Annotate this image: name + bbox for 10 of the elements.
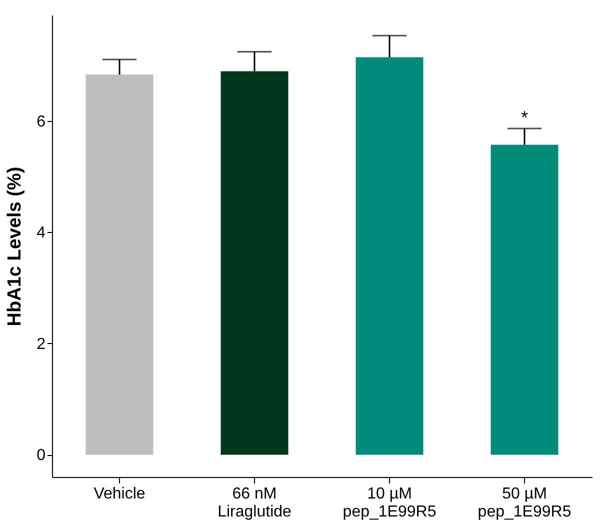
y-tick-label: 6: [36, 113, 46, 130]
x-tick-label: 50 µM pep_1E99R5: [478, 486, 572, 520]
x-tick-label: 10 µM pep_1E99R5: [342, 486, 436, 520]
y-axis-title: HbA1c Levels (%): [4, 166, 26, 326]
y-tick-label: 0: [36, 447, 46, 464]
x-tick-label: Vehicle: [94, 486, 146, 502]
y-tick-label: 2: [36, 336, 46, 353]
x-tick-label: 66 nM Liraglutide: [218, 486, 292, 520]
annotation: *: [520, 108, 528, 128]
y-tick-label: 4: [36, 224, 46, 242]
